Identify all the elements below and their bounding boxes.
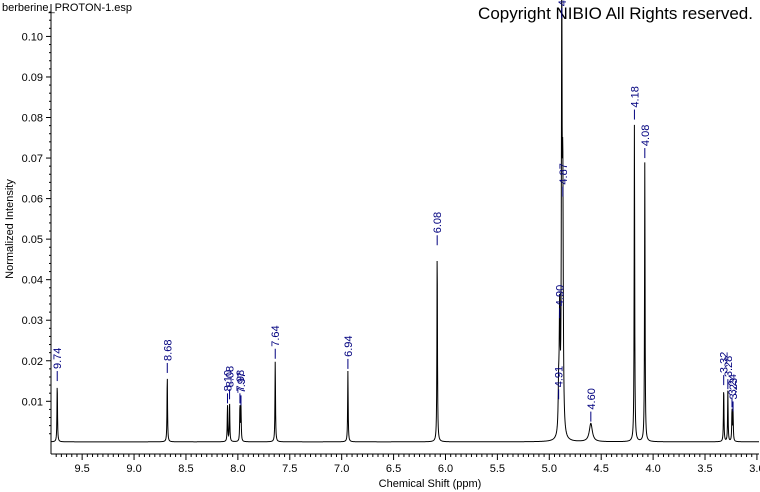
spectrum-trace (50, 0, 759, 443)
x-tick-label: 3.5 (697, 463, 712, 475)
x-tick-label: 6.5 (386, 463, 401, 475)
y-tick-label: 0.02 (22, 356, 43, 368)
x-tick-label: 9.0 (126, 463, 141, 475)
peak-label: 4.60 (586, 388, 598, 409)
y-axis-title: Normalized Intensity (4, 179, 16, 279)
peak-label: 4.87 (558, 163, 570, 184)
y-tick-label: 0.01 (22, 396, 43, 408)
x-tick-label: 8.5 (178, 463, 193, 475)
peak-label: 3.23 (728, 378, 740, 399)
peak-label: 4.18 (629, 86, 641, 107)
peak-label: 7.64 (270, 325, 282, 346)
y-tick-label: 0.10 (22, 31, 43, 43)
x-tick-label: 5.5 (490, 463, 505, 475)
x-tick-label: 5.0 (542, 463, 557, 475)
peak-label: 4.08 (640, 125, 652, 146)
peak-label: 7.98 (235, 370, 247, 391)
y-tick-label: 0.04 (22, 275, 43, 287)
x-axis-title: Chemical Shift (ppm) (379, 478, 482, 490)
x-tick-label: 8.0 (230, 463, 245, 475)
y-tick-label: 0.07 (22, 153, 43, 165)
peak-label: 3.32 (719, 352, 731, 373)
copyright-notice: Copyright NIBIO All Rights reserved. (478, 4, 753, 23)
peak-label: 7.97 (236, 372, 248, 393)
peak-label: 4.91 (554, 366, 566, 387)
peak-label: 9.74 (52, 348, 64, 369)
x-tick-label: 7.0 (334, 463, 349, 475)
y-tick-label: 0.08 (22, 113, 43, 125)
peak-label: 8.68 (162, 340, 174, 361)
peak-label: 6.94 (343, 335, 355, 356)
peak-label: 4.90 (555, 285, 567, 306)
x-tick-label: 7.5 (282, 463, 297, 475)
peak-label: 3.28 (723, 356, 735, 377)
x-tick-label: 3.0 (749, 463, 760, 475)
peak-label: 6.08 (432, 212, 444, 233)
peak-label: 8.10 (222, 370, 234, 391)
x-tick-label: 9.5 (74, 463, 89, 475)
peak-label: 4.88 (557, 0, 569, 6)
peak-label: 3.24 (727, 374, 739, 395)
y-tick-label: 0.05 (22, 234, 43, 246)
y-tick-label: 0.06 (22, 194, 43, 206)
x-tick-label: 4.5 (594, 463, 609, 475)
x-tick-label: 4.0 (645, 463, 660, 475)
peak-label: 8.08 (225, 366, 237, 387)
y-tick-label: 0.03 (22, 315, 43, 327)
y-tick-label: 0.09 (22, 72, 43, 84)
file-title: berberine_PROTON-1.esp (2, 2, 133, 14)
x-tick-label: 6.0 (438, 463, 453, 475)
